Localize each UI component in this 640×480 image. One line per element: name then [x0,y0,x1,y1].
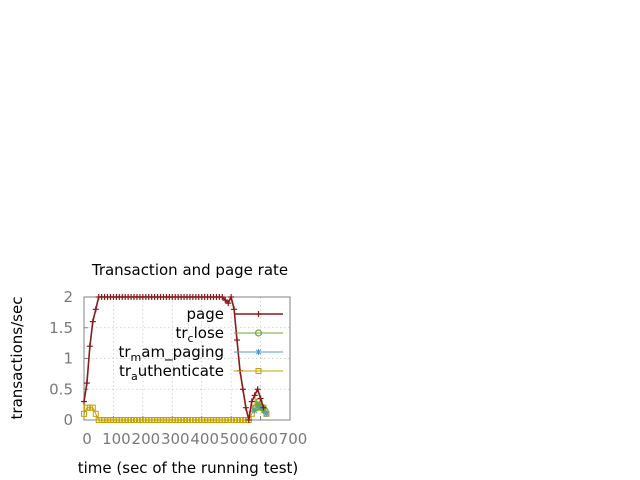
x-axis-label: time (sec of the running test) [78,459,299,477]
data-point [254,329,263,337]
x-tick-label: 700 [279,430,308,448]
data-point [231,306,238,313]
data-point [92,410,99,417]
data-point [255,349,262,355]
y-tick-label: 0.5 [49,380,73,398]
y-tick-label: 0 [63,411,73,429]
chart-title: Transaction and page rate [91,261,288,279]
series-page [81,294,267,423]
x-tick-label: 100 [102,430,131,448]
y-axis-ticks: 0 0.5 1 1.5 2 [49,288,88,429]
data-point [254,386,261,393]
data-point [251,392,258,399]
x-tick-label: 0 [82,430,92,448]
data-point [83,380,90,387]
data-point [86,343,93,350]
legend-label: page [187,305,224,323]
data-point [245,417,252,423]
data-point [257,395,264,402]
grid [84,297,290,420]
x-tick-label: 300 [161,430,190,448]
legend-entry-tr_close: trclose [175,324,283,345]
legend-entry-tr_authenticate: trauthenticate [119,362,283,383]
y-tick-label: 1 [63,350,73,368]
legend-entry-tr_mampaging: trmam_paging [118,343,283,364]
data-point [248,398,255,405]
data-point [234,337,241,344]
x-tick-label: 600 [249,430,278,448]
data-point [255,311,262,317]
data-point [89,404,96,411]
data-point [255,368,262,374]
data-point [92,306,99,313]
data-point [228,294,235,300]
y-axis-label: transactions/sec [8,297,26,420]
x-tick-label: 200 [132,430,161,448]
data-point [81,398,87,405]
y-tick-label: 2 [63,288,73,306]
data-point [222,297,229,304]
data-point [219,294,226,300]
data-point [239,386,246,393]
data-point [242,404,249,411]
x-axis-ticks: 0 100 200 300 400 500 600 700 [82,416,307,448]
legend-label: trmam_paging [118,343,224,364]
data-point [225,300,232,307]
x-tick-label: 500 [220,430,249,448]
legend-label: trclose [175,324,224,345]
data-point [81,410,87,417]
legend-label: trauthenticate [119,362,224,383]
data-point [89,318,96,325]
legend-entry-page: page [187,305,283,323]
x-tick-label: 400 [190,430,219,448]
data-point [260,404,267,411]
y-tick-label: 1.5 [49,319,73,337]
series [81,294,270,423]
series-tr_authenticate [81,398,270,423]
